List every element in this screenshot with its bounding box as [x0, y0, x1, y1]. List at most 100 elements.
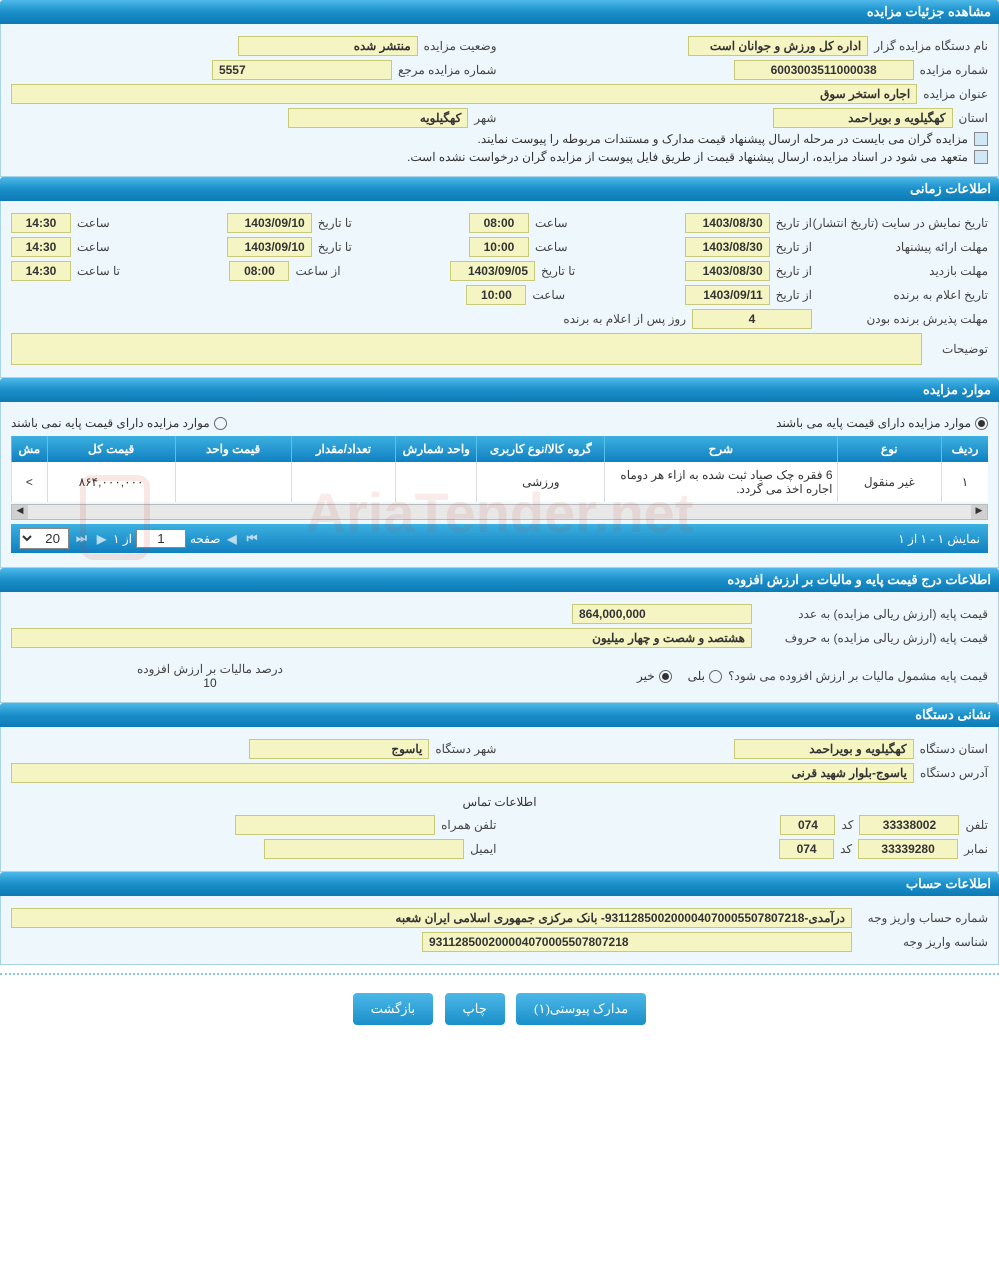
pager-first-icon[interactable]: ⏮ — [244, 531, 261, 546]
notes-label: توضیحات — [928, 342, 988, 356]
org-header: نشانی دستگاه — [0, 703, 999, 727]
account-body: شماره حساب واریز وجه درآمدی-931128500200… — [0, 896, 999, 965]
email-label: ایمیل — [470, 842, 496, 856]
hscrollbar[interactable]: ▶ ◀ — [11, 504, 988, 520]
print-button[interactable]: چاپ — [445, 993, 505, 1025]
cell-type: غیر منقول — [837, 462, 942, 502]
radio-no-base[interactable] — [214, 417, 227, 430]
items-body: موارد مزایده دارای قیمت پایه می باشند مو… — [0, 402, 999, 568]
from-hour-label: از ساعت — [295, 264, 340, 278]
cell-qty — [291, 462, 396, 502]
publish-from-date: 1403/08/30 — [685, 213, 770, 233]
from-label-2: از تاریخ — [776, 240, 812, 254]
number-value: 6003003511000038 — [734, 60, 914, 80]
col-idx: ردیف — [942, 436, 988, 462]
cell-unitprice — [175, 462, 291, 502]
pager-prev-icon[interactable]: ◀ — [224, 532, 239, 546]
no-label: خیر — [637, 669, 655, 683]
details-header: مشاهده جزئیات مزایده — [0, 0, 999, 24]
proposal-from-date: 1403/08/30 — [685, 237, 770, 257]
pager-page-input[interactable] — [136, 529, 186, 548]
checkbox-2 — [974, 150, 988, 164]
radio-has-base-label: موارد مزایده دارای قیمت پایه می باشند — [776, 416, 971, 430]
from-label-1: از تاریخ — [776, 216, 812, 230]
winner-time: 10:00 — [466, 285, 526, 305]
publish-to-time: 14:30 — [11, 213, 71, 233]
winner-date: 1403/09/11 — [685, 285, 770, 305]
to-hour-label: تا ساعت — [77, 264, 120, 278]
org-value: اداره کل ورزش و جوانان است — [688, 36, 868, 56]
col-unitprice: قیمت واحد — [175, 436, 291, 462]
num-label: قیمت پایه (ارزش ریالی مزایده) به عدد — [758, 607, 988, 621]
visit-from-date: 1403/08/30 — [685, 261, 770, 281]
items-header: موارد مزایده — [0, 378, 999, 402]
ref-label: شماره مزایده مرجع — [398, 63, 497, 77]
cell-extra[interactable]: > — [12, 462, 48, 502]
details-body: نام دستگاه مزایده گزار اداره کل ورزش و ج… — [0, 24, 999, 177]
pager-last-icon[interactable]: ⏭ — [73, 531, 90, 546]
addr-label: آدرس دستگاه — [920, 766, 988, 780]
check2-text: متعهد می شود در اسناد مزایده، ارسال پیشن… — [407, 150, 968, 164]
code-label-2: کد — [840, 842, 852, 856]
items-table: ردیف نوع شرح گروه کالا/نوع کاربری واحد ش… — [11, 436, 988, 502]
email-value — [264, 839, 464, 859]
publish-to-date: 1403/09/10 — [227, 213, 312, 233]
fax-code: 074 — [779, 839, 834, 859]
hour-label-2: ساعت — [77, 216, 110, 230]
cell-desc: 6 فقره چک صیاد ثبت شده به ازاء هر دوماه … — [605, 462, 837, 502]
visit-to-date: 1403/09/05 — [450, 261, 535, 281]
visit-label: مهلت بازدید — [818, 264, 988, 278]
pager-bar: نمایش ۱ - ۱ از ۱ ⏮ ◀ صفحه از ۱ ▶ ⏭ 20 — [11, 524, 988, 553]
fax-label: نمابر — [964, 842, 988, 856]
col-group: گروه کالا/نوع کاربری — [477, 436, 605, 462]
phone-label: تلفن — [965, 818, 988, 832]
proposal-to-time: 14:30 — [11, 237, 71, 257]
account-header: اطلاعات حساب — [0, 872, 999, 896]
scroll-right-icon[interactable]: ▶ — [971, 505, 987, 519]
province-label: استان — [959, 111, 988, 125]
cell-unit — [396, 462, 477, 502]
checkbox-1 — [974, 132, 988, 146]
phone-value: 33338002 — [859, 815, 959, 835]
button-bar: مدارک پیوستی(۱) چاپ بازگشت — [0, 983, 999, 1035]
accept-days: 4 — [692, 309, 812, 329]
radio-no[interactable] — [659, 670, 672, 683]
accept-suffix: روز پس از اعلام به برنده — [563, 312, 686, 326]
separator — [0, 973, 999, 975]
radio-has-base[interactable] — [975, 417, 988, 430]
pager-page-label: صفحه — [190, 532, 220, 546]
col-unit: واحد شمارش — [396, 436, 477, 462]
addr-value: یاسوج-بلوار شهید قرنی — [11, 763, 914, 783]
pager-size-select[interactable]: 20 — [19, 528, 69, 549]
attachments-button[interactable]: مدارک پیوستی(۱) — [516, 993, 646, 1025]
publish-from-time: 08:00 — [469, 213, 529, 233]
to-label-1: تا تاریخ — [318, 216, 352, 230]
back-button[interactable]: بازگشت — [353, 993, 433, 1025]
pager-of-label: از ۱ — [113, 532, 132, 546]
price-body: قیمت پایه (ارزش ریالی مزایده) به عدد 864… — [0, 592, 999, 703]
from-label-3: از تاریخ — [776, 264, 812, 278]
time-header: اطلاعات زمانی — [0, 177, 999, 201]
cell-total: ۸۶۴,۰۰۰,۰۰۰ — [47, 462, 175, 502]
org-label: نام دستگاه مزایده گزار — [874, 39, 988, 53]
title-value: اجاره استخر سوق — [11, 84, 917, 104]
scroll-left-icon[interactable]: ◀ — [12, 505, 28, 519]
cell-idx: ۱ — [942, 462, 988, 502]
number-label: شماره مزایده — [920, 63, 988, 77]
proposal-label: مهلت ارائه پیشنهاد — [818, 240, 988, 254]
col-extra: مش — [12, 436, 48, 462]
word-label: قیمت پایه (ارزش ریالی مزایده) به حروف — [758, 631, 988, 645]
check1-text: مزایده گران می بایست در مرحله ارسال پیشن… — [478, 132, 968, 146]
contact-header: اطلاعات تماس — [11, 795, 988, 809]
yes-label: بلی — [688, 669, 705, 683]
phone-code: 074 — [780, 815, 835, 835]
cell-group: ورزشی — [477, 462, 605, 502]
to-label-2: تا تاریخ — [318, 240, 352, 254]
code-label-1: کد — [841, 818, 853, 832]
ref-value: 5557 — [212, 60, 392, 80]
title-label: عنوان مزایده — [923, 87, 988, 101]
col-desc: شرح — [605, 436, 837, 462]
radio-yes[interactable] — [709, 670, 722, 683]
org-city-label: شهر دستگاه — [435, 742, 496, 756]
pager-next-icon[interactable]: ▶ — [94, 532, 109, 546]
